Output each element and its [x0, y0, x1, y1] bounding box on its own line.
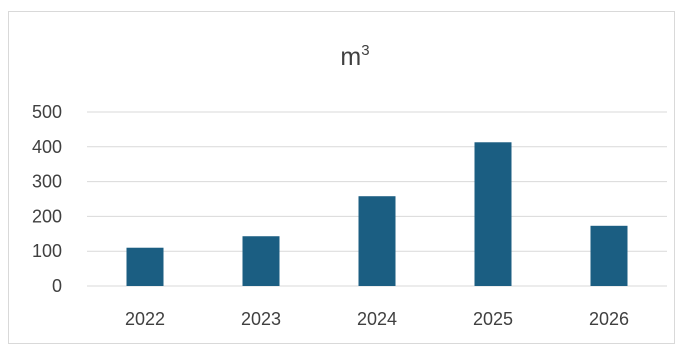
bar-2026	[590, 225, 628, 286]
y-axis-labels: 0 100 200 300 400 500	[32, 102, 62, 296]
y-tick-label: 0	[52, 276, 62, 296]
y-tick-label: 400	[32, 137, 62, 157]
bars	[126, 142, 628, 286]
y-tick-label: 100	[32, 241, 62, 261]
chart-title: m3	[340, 42, 369, 71]
chart-title-text: m	[340, 43, 361, 71]
x-tick-label: 2024	[357, 309, 397, 329]
chart-frame	[8, 11, 675, 344]
bar-2022	[126, 247, 164, 286]
chart-title-superscript: 3	[361, 42, 369, 59]
x-axis-labels: 2022 2023 2024 2025 2026	[125, 309, 629, 329]
x-tick-label: 2026	[589, 309, 629, 329]
x-tick-label: 2022	[125, 309, 165, 329]
x-tick-label: 2025	[473, 309, 513, 329]
y-tick-label: 500	[32, 102, 62, 122]
bar-2024	[358, 196, 396, 286]
x-tick-label: 2023	[241, 309, 281, 329]
gridlines	[87, 111, 667, 287]
y-tick-label: 300	[32, 172, 62, 192]
bar-2025	[474, 142, 512, 286]
bar-2023	[242, 236, 280, 286]
y-tick-label: 200	[32, 206, 62, 226]
